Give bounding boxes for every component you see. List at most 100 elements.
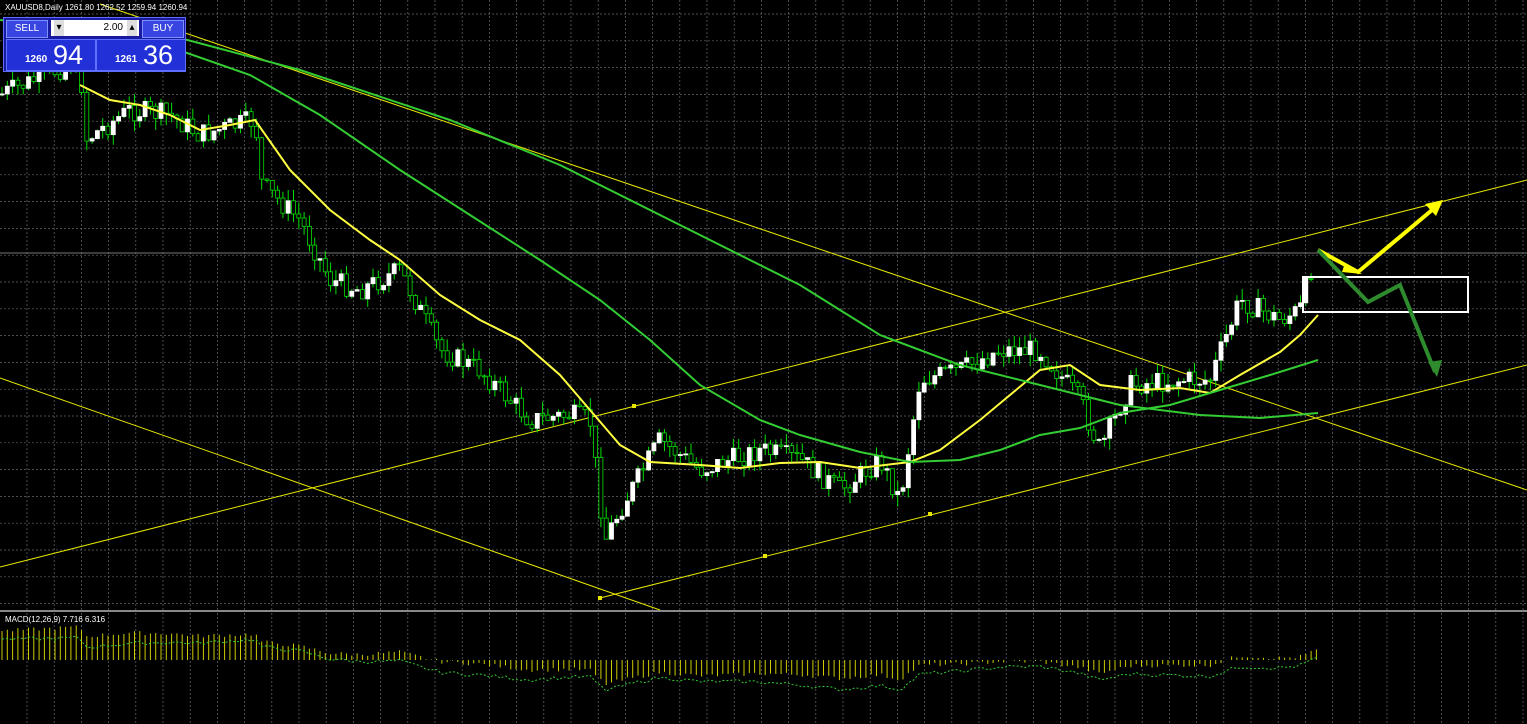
buy-button[interactable]: BUY (142, 20, 184, 38)
candle-body (253, 125, 259, 139)
candle-body (821, 462, 826, 489)
candle-body (598, 457, 604, 519)
candle-body (418, 304, 424, 311)
candle-body (757, 447, 763, 462)
candle-body (1292, 306, 1298, 317)
candle-body (964, 357, 969, 363)
lot-value: 2.00 (103, 22, 123, 33)
candle-body (434, 321, 440, 341)
candle-body (895, 490, 901, 496)
candle-body (731, 447, 736, 461)
candle-body (545, 414, 551, 421)
candle-body (206, 124, 212, 141)
candle-body (916, 391, 922, 421)
candle-body (852, 481, 858, 493)
candle-body (625, 500, 630, 517)
lot-input[interactable]: ▾ 2.00 ▴ (51, 20, 139, 36)
candle-body (1102, 437, 1107, 440)
candle-body (1054, 370, 1060, 379)
candle-body (577, 404, 583, 407)
candle-body (879, 455, 885, 471)
candle-body (269, 180, 275, 191)
candle-body (179, 118, 185, 133)
candle-body (683, 453, 689, 456)
candle-body (26, 76, 31, 89)
candle-body (529, 424, 535, 429)
candle-body (1027, 340, 1033, 355)
candle-body (412, 295, 418, 311)
candle-body (630, 481, 636, 502)
candle-body (15, 79, 21, 86)
candle-body (1043, 356, 1049, 368)
candle-body (656, 432, 662, 444)
candle-body (1091, 429, 1097, 441)
candle-body (275, 189, 281, 199)
candle-body (333, 280, 339, 287)
candle-body (1149, 383, 1155, 389)
candle-body (10, 79, 16, 87)
arrow-head (1425, 200, 1443, 216)
candle-body (1181, 381, 1187, 383)
symbol-header: XAUUSD8,Daily 1261.80 1262.52 1259.94 12… (5, 3, 188, 12)
candle-body (948, 364, 954, 369)
candle-body (1202, 379, 1208, 385)
target-box (1302, 276, 1469, 313)
candle-body (805, 457, 810, 460)
buy-price[interactable]: 1261 36 (96, 39, 186, 71)
candle-body (640, 468, 646, 471)
candle-body (121, 107, 127, 117)
candle-body (285, 200, 291, 214)
candle-body (953, 364, 959, 368)
candle-body (444, 350, 450, 363)
candle-body (651, 442, 657, 452)
candle-body (1017, 347, 1022, 356)
candle-body (1086, 399, 1091, 431)
sell-price[interactable]: 1260 94 (6, 39, 96, 71)
candle-body (137, 116, 143, 122)
candle-body (847, 487, 853, 493)
candle-body (1255, 297, 1261, 318)
candle-body (561, 411, 567, 418)
candle-body (1080, 386, 1086, 401)
candle-body (884, 468, 890, 471)
candle-body (911, 419, 916, 456)
candle-body (900, 487, 906, 492)
candle-body (370, 277, 376, 285)
candle-body (1229, 324, 1234, 335)
candle-body (1271, 311, 1277, 321)
trend-anchor (763, 554, 767, 558)
candle-body (1170, 384, 1176, 387)
candle-body (487, 375, 493, 391)
candle-body (1213, 359, 1219, 381)
candle-body (264, 178, 270, 181)
candle-body (572, 404, 577, 420)
candle-body (550, 415, 556, 421)
candle-body (163, 102, 169, 114)
candle-body (709, 471, 715, 474)
sell-button[interactable]: SELL (6, 20, 48, 38)
candle-body (105, 125, 111, 136)
candle-body (921, 382, 927, 393)
sell-price-main: 1260 (25, 54, 48, 65)
candle-body (1107, 417, 1113, 439)
candle-body (259, 137, 265, 180)
candle-body (540, 413, 545, 416)
candle-body (524, 416, 530, 426)
candle-body (1186, 371, 1192, 382)
candle-body (349, 290, 355, 297)
candle-body (397, 263, 402, 266)
candle-body (248, 111, 254, 127)
candle-body (794, 451, 800, 454)
candle-body (990, 352, 996, 366)
trend-anchor (598, 596, 602, 600)
candle-body (778, 444, 784, 447)
candle-body (980, 358, 985, 370)
candle-body (1308, 277, 1314, 280)
candle-body (1006, 346, 1012, 357)
candle-body (407, 275, 413, 296)
candle-body (678, 454, 683, 456)
buy-price-main: 1261 (115, 54, 138, 65)
candle-body (858, 466, 863, 483)
candle-body (1144, 383, 1150, 394)
